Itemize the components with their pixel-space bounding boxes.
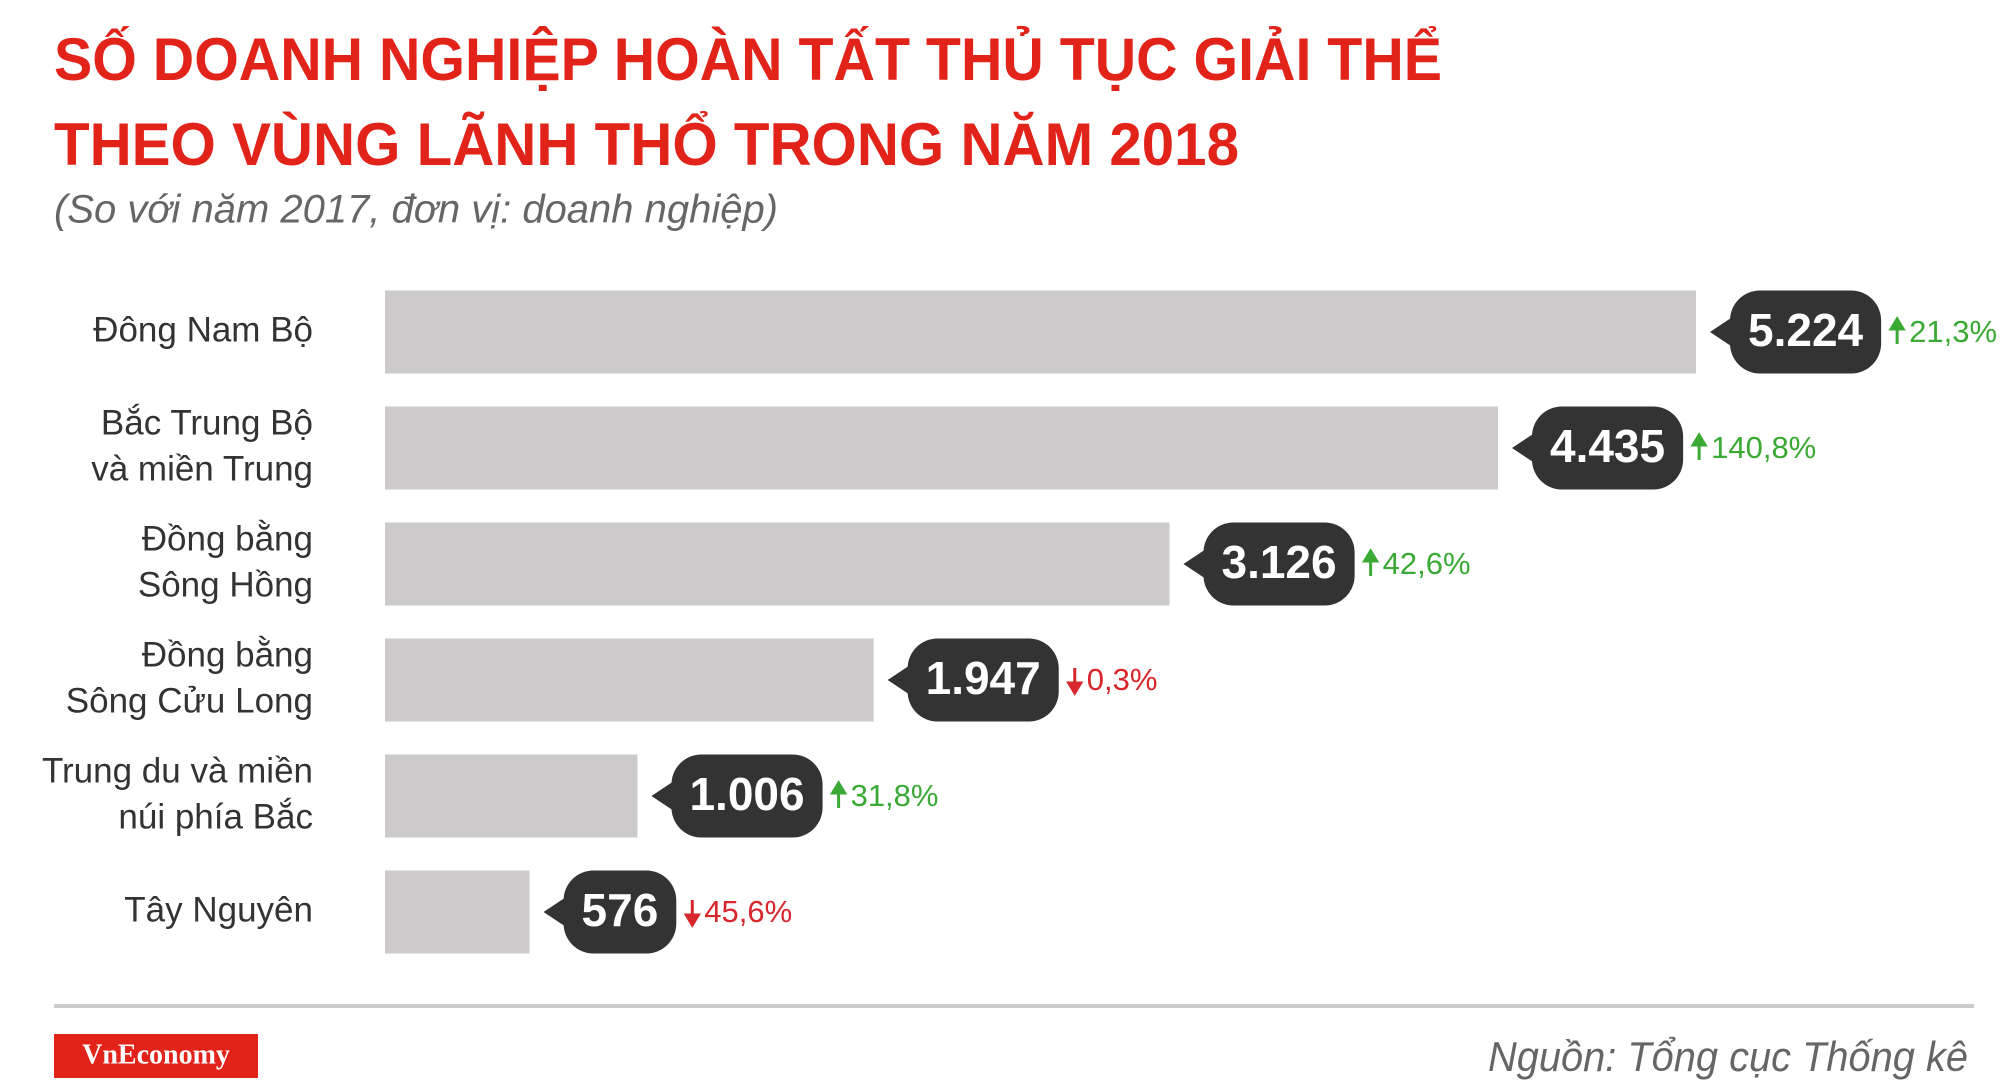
category-label: núi phía Bắc: [118, 797, 313, 836]
value-callout: [671, 754, 823, 838]
bar: [385, 638, 874, 722]
change-label: 140,8%: [1711, 430, 1816, 465]
value-callout-pointer: [1183, 548, 1208, 580]
bar: [385, 870, 530, 954]
category-label: và miền Trung: [91, 449, 313, 488]
change-label: 42,6%: [1383, 546, 1471, 581]
category-label: Sông Hồng: [138, 565, 313, 604]
change-arrow: [1066, 668, 1084, 696]
value-label: 1.006: [689, 768, 804, 820]
value-callout-pointer: [1710, 316, 1734, 348]
change-arrow: [1888, 316, 1906, 344]
chart-title: THEO VÙNG LÃNH THỔ TRONG NĂM 2018: [54, 111, 1239, 178]
value-callout-pointer: [651, 780, 676, 812]
brand-text: VnEconomy: [82, 1039, 230, 1070]
change-label: 31,8%: [851, 778, 939, 813]
value-label: 3.126: [1221, 536, 1336, 588]
change-label: 45,6%: [704, 894, 792, 929]
bar: [385, 522, 1170, 606]
category-label: Đồng bằng: [142, 635, 313, 674]
value-callout: [563, 870, 677, 954]
source: Nguồn: Tổng cục Thống kê: [1488, 1033, 1968, 1080]
value-label: 4.435: [1550, 420, 1665, 472]
category-label: Đồng bằng: [142, 519, 313, 558]
category-label: Tây Nguyên: [124, 890, 313, 929]
value-callout: [907, 638, 1059, 722]
value-callout-pointer: [543, 896, 568, 928]
category-label: Đông Nam Bộ: [93, 310, 313, 349]
change-arrow: [683, 900, 701, 928]
value-label: 5.224: [1748, 304, 1864, 356]
change-arrow: [1690, 432, 1708, 460]
chart-subtitle: (So với năm 2017, đơn vị: doanh nghiệp): [54, 188, 778, 232]
change-label: 21,3%: [1909, 314, 1997, 349]
change-label: 0,3%: [1087, 662, 1158, 697]
chart-title: SỐ DOANH NGHIỆP HOÀN TẤT THỦ TỤC GIẢI TH…: [54, 26, 1442, 93]
value-callout: [1531, 406, 1684, 490]
brand-logo: [54, 1034, 258, 1078]
value-callout: [1203, 522, 1355, 606]
change-arrow: [829, 780, 848, 808]
value-callout-pointer: [1511, 432, 1536, 464]
category-label: Trung du và miền: [42, 751, 313, 790]
value-callout-pointer: [887, 664, 912, 696]
category-label: Bắc Trung Bộ: [101, 403, 313, 442]
value-label: 1.947: [926, 652, 1041, 704]
change-arrow: [1361, 548, 1380, 576]
bar: [385, 290, 1696, 374]
bar: [385, 406, 1498, 490]
value-callout: [1730, 290, 1882, 374]
bar: [385, 754, 638, 838]
category-label: Sông Cửu Long: [66, 681, 313, 720]
value-label: 576: [582, 884, 659, 936]
